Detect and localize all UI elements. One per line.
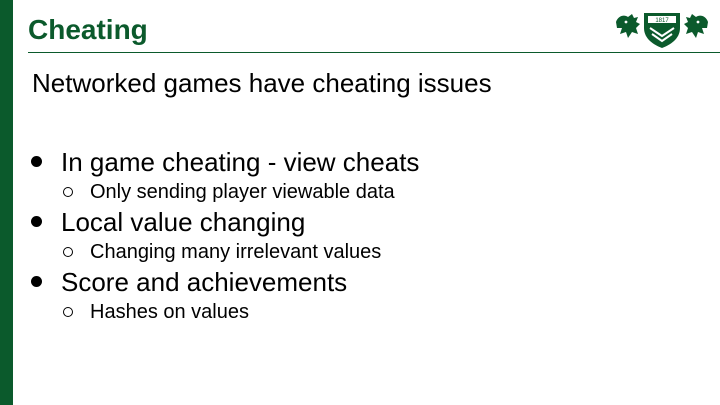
bullet-text: Score and achievements <box>61 267 348 297</box>
sub-bullet-text: Changing many irrelevant values <box>90 241 382 263</box>
left-accent-bar <box>0 0 13 405</box>
bullet-item: Local value changing <box>28 206 688 238</box>
filled-bullet-icon <box>31 216 42 227</box>
hollow-bullet-icon <box>63 187 73 197</box>
sub-bullet-text: Only sending player viewable data <box>90 181 395 203</box>
bullet-item: Score and achievements <box>28 266 688 298</box>
slide-title: Cheating <box>28 14 148 45</box>
bullet-text: Local value changing <box>61 207 306 237</box>
sub-bullet-item: Hashes on values <box>28 298 688 326</box>
filled-bullet-icon <box>31 276 42 287</box>
sub-bullet-item: Only sending player viewable data <box>28 178 688 206</box>
intro-statement: Networked games have cheating issues <box>32 68 492 98</box>
filled-bullet-icon <box>31 156 42 167</box>
bullet-list: In game cheating - view cheats Only send… <box>28 146 688 326</box>
bullet-item: In game cheating - view cheats <box>28 146 688 178</box>
hollow-bullet-icon <box>63 307 73 317</box>
university-crest-logo: 1817 <box>616 13 708 48</box>
title-divider <box>28 52 720 53</box>
sub-bullet-text: Hashes on values <box>90 301 249 323</box>
bullet-text: In game cheating - view cheats <box>61 147 420 177</box>
hollow-bullet-icon <box>63 247 73 257</box>
logo-year: 1817 <box>655 18 669 24</box>
sub-bullet-item: Changing many irrelevant values <box>28 238 688 266</box>
